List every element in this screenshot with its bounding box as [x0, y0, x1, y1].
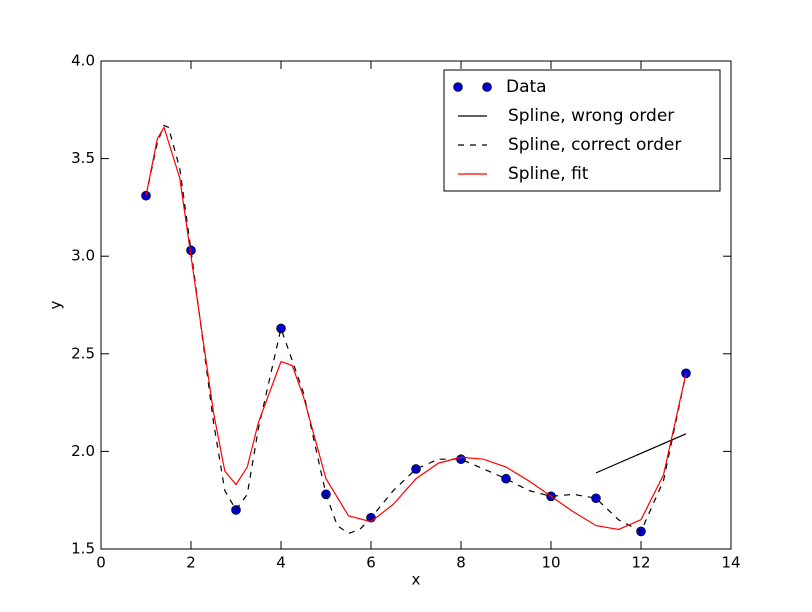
x-tick-label: 0	[96, 554, 106, 572]
legend-label: Spline, correct order	[508, 135, 681, 155]
y-tick-label: 2.0	[71, 442, 95, 460]
x-tick-label: 6	[366, 554, 376, 572]
data-point	[501, 473, 511, 484]
x-tick-label: 8	[456, 554, 466, 572]
y-tick-label: 1.5	[71, 540, 95, 558]
x-tick-label: 10	[541, 554, 560, 572]
data-point	[591, 493, 601, 504]
x-tick-label: 4	[276, 554, 286, 572]
legend-label: Spline, wrong order	[508, 106, 674, 126]
legend-label: Data	[506, 77, 547, 97]
legend-label: Spline, fit	[508, 164, 589, 184]
x-axis-label: x	[412, 571, 421, 589]
data-point	[231, 505, 241, 515]
y-tick-label: 3.5	[71, 149, 95, 167]
legend-marker	[453, 82, 463, 92]
x-tick-label: 2	[186, 554, 196, 572]
x-tick-label: 14	[721, 554, 740, 572]
x-tick-label: 12	[631, 554, 650, 572]
y-tick-label: 2.5	[71, 344, 95, 362]
y-tick-label: 4.0	[71, 52, 95, 70]
series-line	[145, 125, 687, 531]
data-point	[276, 323, 286, 334]
y-axis-label: y	[47, 300, 65, 309]
y-tick-label: 3.0	[71, 247, 95, 265]
legend-marker	[482, 82, 492, 92]
data-point	[411, 464, 421, 474]
data-point	[456, 454, 466, 465]
